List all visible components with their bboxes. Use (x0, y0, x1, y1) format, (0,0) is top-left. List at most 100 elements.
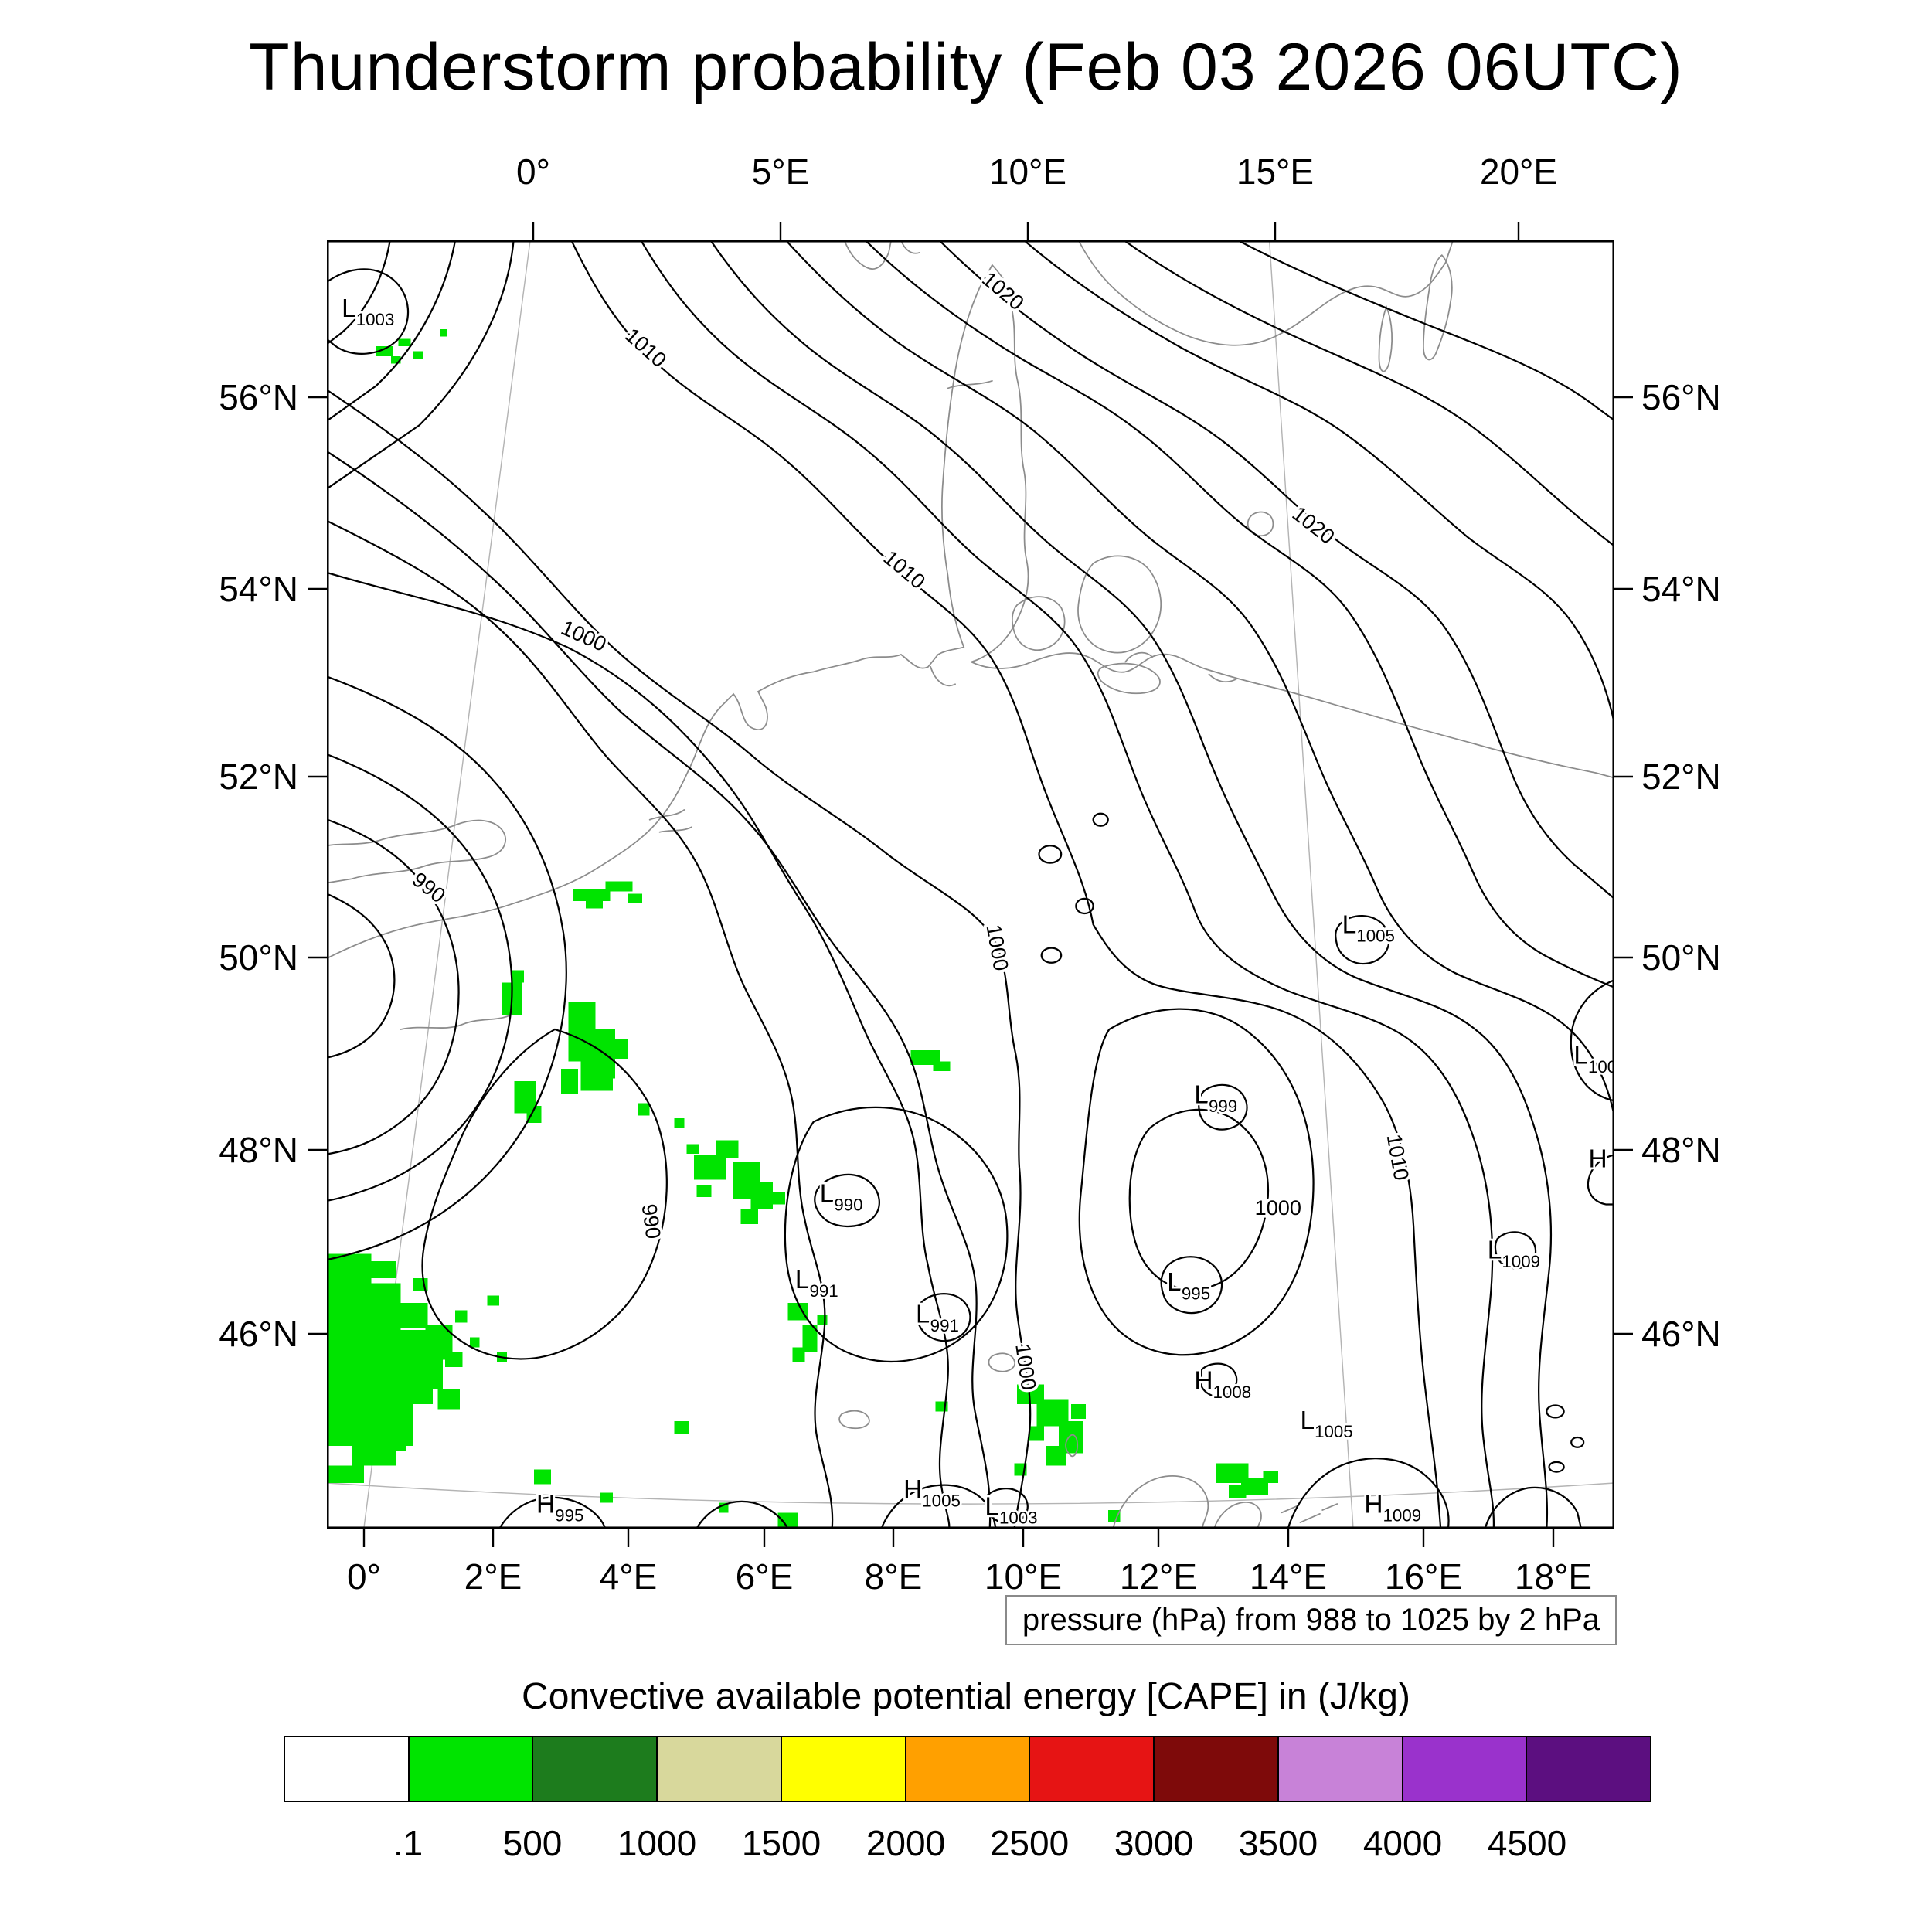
isobar-line (937, 240, 1614, 900)
axis-label-right: 54°N (1641, 569, 1721, 609)
pressure-center-labels: L1003 L1005 L999 L990 L991 L991 L995 H10… (339, 292, 1614, 1529)
isobar-line (421, 1028, 668, 1360)
cape-cell (773, 1192, 786, 1205)
colorbar-cell (904, 1737, 1029, 1801)
cape-cell (580, 1053, 613, 1091)
isobar-line (916, 1293, 971, 1342)
pressure-center: L991 (795, 1266, 838, 1301)
isobar-line (327, 675, 567, 1261)
isobar-line (1078, 1008, 1315, 1356)
isobar-line (985, 1488, 1029, 1524)
pressure-center: L999 (1194, 1081, 1237, 1116)
colorbar-cell (656, 1737, 781, 1801)
coastline (1423, 253, 1453, 361)
cape-cell (487, 1295, 500, 1306)
axis-label-top: 10°E (988, 151, 1067, 192)
isobar-line (1484, 1486, 1583, 1529)
parallel-45N (327, 1482, 1614, 1505)
cape-cell (1240, 1478, 1269, 1495)
cape-cell (512, 970, 525, 983)
coastline (1124, 651, 1237, 683)
isobar-label: 1010 (879, 545, 930, 594)
axis-label-right: 52°N (1641, 757, 1721, 797)
cape-cell (1228, 1485, 1247, 1498)
isobar-line (327, 240, 457, 422)
coastline (1112, 1475, 1338, 1529)
coastline (1077, 555, 1162, 654)
cape-cell (674, 1117, 685, 1128)
cape-cell (802, 1325, 818, 1352)
axis-label-bottom: 16°E (1384, 1556, 1463, 1597)
isobar-label: 1000 (1255, 1196, 1301, 1219)
cape-cell (445, 1352, 463, 1368)
cape-cell (1107, 1510, 1121, 1523)
colorbar-title: Convective available potential energy [C… (522, 1676, 1410, 1717)
axis-label-bottom: 10°E (984, 1556, 1063, 1597)
colorbar-tick-label: 4000 (1362, 1823, 1443, 1863)
colorbar-tick-label: 2000 (866, 1823, 946, 1863)
page-title: Thunderstorm probability (Feb 03 2026 06… (249, 30, 1683, 104)
coastline (327, 646, 965, 960)
cape-cell (792, 1347, 805, 1362)
coastline (941, 264, 1029, 663)
pressure-center: H (1589, 1145, 1607, 1174)
isobar-line (1128, 1108, 1269, 1291)
colorbar-tick-label: 500 (502, 1823, 563, 1863)
pressure-range-caption: pressure (hPa) from 988 to 1025 by 2 hPa (1005, 1595, 1617, 1645)
pressure-center: H995 (536, 1490, 583, 1525)
axis-label-bottom: 12°E (1119, 1556, 1198, 1597)
cape-cell (1070, 1403, 1087, 1420)
cape-cell (1263, 1471, 1278, 1483)
isobar-label: 1000 (558, 615, 611, 656)
axis-label-left: 54°N (219, 569, 298, 609)
pressure-center: L1005 (1300, 1406, 1352, 1441)
pressure-center: H1008 (1194, 1367, 1251, 1402)
cape-cell (396, 1303, 428, 1328)
axis-label-top: 5°E (751, 151, 810, 192)
axis-tick-marks (308, 222, 1633, 1547)
isobar-line (1236, 240, 1614, 422)
isobar-line (696, 1500, 789, 1529)
coastline (1247, 511, 1274, 537)
cape-cell (740, 1209, 758, 1224)
coastline (648, 809, 692, 833)
cape-cell (585, 901, 604, 909)
colorbar-cell (1277, 1737, 1402, 1801)
isobar-label: 1020 (1288, 501, 1340, 549)
isobar-line (709, 240, 1553, 1529)
colorbar-tick-label: 1000 (617, 1823, 697, 1863)
coastline (930, 666, 956, 687)
isobar-line (1198, 1083, 1248, 1131)
isobar-label: 1020 (978, 267, 1029, 315)
cape-cell (573, 889, 611, 902)
colorbar-cell (1526, 1737, 1651, 1801)
pressure-center: L1005 (1573, 1042, 1614, 1077)
cape-cell (560, 1068, 579, 1094)
axis-label-top: 20°E (1479, 151, 1558, 192)
isobar-line (1287, 1458, 1450, 1529)
axis-label-bottom: 4°E (599, 1556, 658, 1597)
axis-label-right: 48°N (1641, 1130, 1721, 1170)
colorbar-tick-label: 1500 (741, 1823, 821, 1863)
pressure-center: L1005 (1342, 911, 1395, 946)
cape-cell (1046, 1446, 1066, 1466)
axis-label-bottom: 14°E (1249, 1556, 1328, 1597)
cape-cell (694, 1155, 726, 1180)
cape-cell (398, 338, 411, 347)
isobar-line (327, 893, 396, 1059)
isobar-line (1022, 240, 1614, 725)
isobar-line (327, 268, 410, 355)
isobar-line (880, 1484, 997, 1529)
cape-cell (440, 328, 448, 337)
coastline (970, 652, 1614, 779)
cape-cell (933, 1061, 951, 1072)
coastline (327, 819, 506, 884)
meridian-15E (1268, 240, 1354, 1529)
graticule (327, 240, 1614, 1529)
axis-label-bottom: 8°E (864, 1556, 923, 1597)
cape-cell (674, 1421, 689, 1434)
cape-cell (469, 1337, 480, 1348)
isobar-line (327, 818, 460, 1155)
isobar-line (327, 571, 951, 1529)
